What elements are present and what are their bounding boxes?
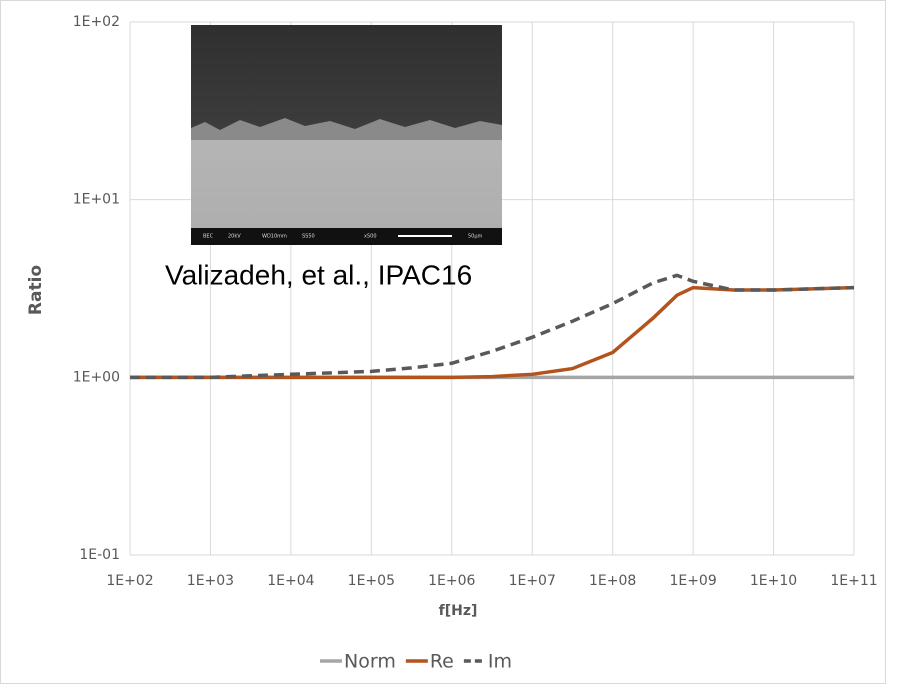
annotation: Valizadeh, et al., IPAC16 bbox=[165, 259, 472, 290]
legend-label: Norm bbox=[344, 651, 396, 673]
x-tick-label: 1E+11 bbox=[830, 573, 877, 589]
x-tick-label: 1E+10 bbox=[750, 573, 797, 589]
legend-label: Im bbox=[488, 651, 512, 673]
y-tick-label: 1E+00 bbox=[73, 369, 120, 385]
inset-label: 50μm bbox=[468, 234, 483, 240]
x-tick-label: 1E+06 bbox=[428, 573, 475, 589]
x-tick-label: 1E+05 bbox=[348, 573, 395, 589]
y-tick-label: 1E+02 bbox=[73, 14, 120, 30]
x-tick-label: 1E+09 bbox=[669, 573, 716, 589]
inset-label: x500 bbox=[364, 234, 377, 240]
y-tick-label: 1E-01 bbox=[79, 547, 120, 563]
legend-label: Re bbox=[430, 651, 454, 673]
x-tick-label: 1E+03 bbox=[187, 573, 234, 589]
series-line bbox=[130, 285, 855, 380]
y-axis-label: Ratio bbox=[26, 265, 46, 315]
x-axis-label: f[Hz] bbox=[439, 603, 478, 619]
x-tick-label: 1E+08 bbox=[589, 573, 636, 589]
x-tick-label: 1E+04 bbox=[267, 573, 314, 589]
series-line bbox=[130, 273, 855, 380]
x-tick-label: 1E+02 bbox=[106, 573, 153, 589]
inset-image bbox=[191, 25, 502, 245]
y-tick-label: 1E+01 bbox=[73, 192, 120, 208]
x-tick-label: 1E+07 bbox=[509, 573, 556, 589]
inset-label: SS50 bbox=[302, 234, 315, 240]
inset-label: 20kV bbox=[228, 234, 241, 240]
inset-label: WD10mm bbox=[262, 234, 287, 240]
inset-label: BEC bbox=[203, 234, 214, 240]
